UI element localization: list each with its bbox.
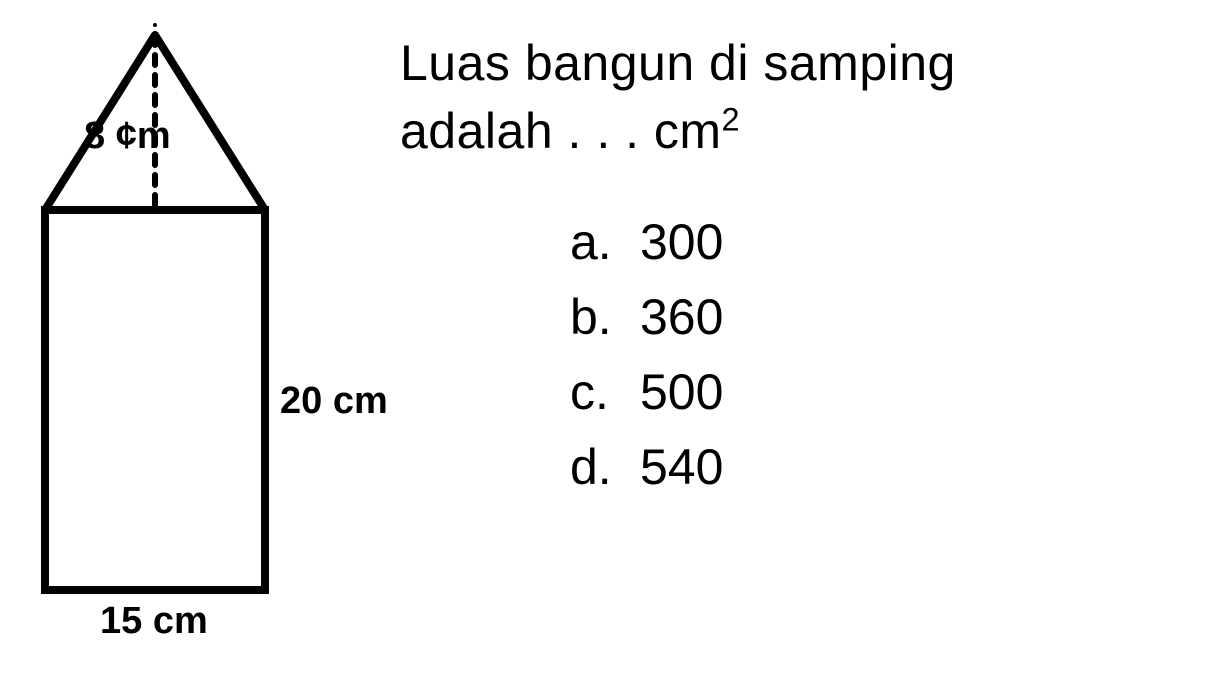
rectangle-width-label: 15 cm xyxy=(100,600,208,643)
option-letter: c. xyxy=(570,355,640,430)
option-value: 300 xyxy=(640,205,723,280)
rectangle-height-label: 20 cm xyxy=(280,380,388,423)
option-value: 540 xyxy=(640,430,723,505)
triangle-height-label: 8 ¢m xyxy=(84,115,171,158)
question-exponent: 2 xyxy=(722,101,741,137)
page-container: 8 ¢m 20 cm 15 cm Luas bangun di samping … xyxy=(0,0,1222,680)
apex-dot xyxy=(153,23,157,27)
question-line-1: Luas bangun di samping xyxy=(400,30,1212,98)
figure-svg xyxy=(10,20,390,660)
option-value: 500 xyxy=(640,355,723,430)
option-letter: a. xyxy=(570,205,640,280)
option-letter: b. xyxy=(570,280,640,355)
question-line-2-prefix: adalah . . . cm xyxy=(400,103,722,159)
option-b: b. 360 xyxy=(570,280,1212,355)
question-block: Luas bangun di samping adalah . . . cm2 … xyxy=(390,20,1212,505)
option-a: a. 300 xyxy=(570,205,1212,280)
question-line-2: adalah . . . cm2 xyxy=(400,98,1212,166)
option-letter: d. xyxy=(570,430,640,505)
option-value: 360 xyxy=(640,280,723,355)
geometry-figure: 8 ¢m 20 cm 15 cm xyxy=(10,20,390,660)
option-c: c. 500 xyxy=(570,355,1212,430)
options-list: a. 300 b. 360 c. 500 d. 540 xyxy=(400,205,1212,505)
option-d: d. 540 xyxy=(570,430,1212,505)
rectangle-outline xyxy=(45,210,265,590)
